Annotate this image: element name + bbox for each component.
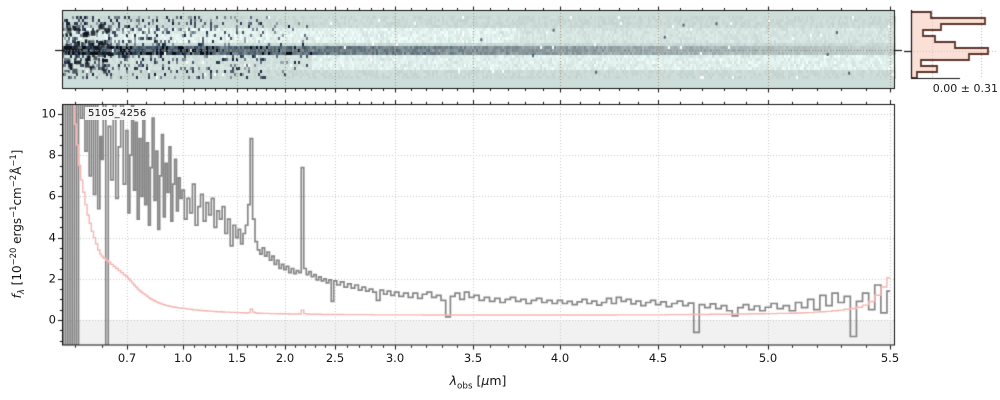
axis-label-part: −1 [7,205,18,218]
y-tick-label: 0 [48,312,56,327]
y-tick-label: 6 [48,189,56,204]
x-tick-label: 5.0 [758,351,778,365]
axis-label-part: ergs [9,217,24,248]
x-tick-label: 4.0 [550,351,570,365]
x-tick-label: 4.5 [648,351,668,365]
axis-label-part: m] [489,373,507,388]
axis-label-part: μ [481,373,490,388]
x-tick-label: 0.7 [117,351,137,365]
source-id-label: 5105_4256 [85,107,150,120]
axis-label-part: λ [449,373,458,388]
axis-label-part: [ [472,373,482,388]
axis-label-part: cm [9,187,24,206]
axis-label-part: Å [9,166,24,175]
x-axis-label: λobs [μm] [450,373,507,392]
axis-label-part: −2 [7,174,18,188]
axis-label-part: f [9,294,24,299]
axis-label-part: ] [9,149,24,155]
axis-label-part: −20 [7,247,18,266]
x-tick-label: 5.5 [880,351,900,365]
residual-stat-label: 0.00 ± 0.31 [932,82,998,95]
axis-label-part: [10 [9,265,24,290]
x-tick-label: 2.5 [325,351,345,365]
y-axis-label: fλ [10−20 ergs−1cm−2Å−1] [8,150,26,299]
x-tick-label: 1.0 [173,351,193,365]
y-tick-label: 2 [48,271,56,286]
axis-label-part: λ [16,289,27,295]
y-tick-label: 4 [48,230,56,245]
axis-label-part: obs [457,381,473,392]
x-tick-label: 3.0 [385,351,405,365]
y-tick-label: 8 [48,147,56,162]
x-tick-label: 3.5 [463,351,483,365]
x-tick-label: 2.0 [275,351,295,365]
y-tick-label: 10 [41,106,56,121]
x-tick-label: 1.5 [227,351,247,365]
axis-label-part: −1 [7,154,18,167]
